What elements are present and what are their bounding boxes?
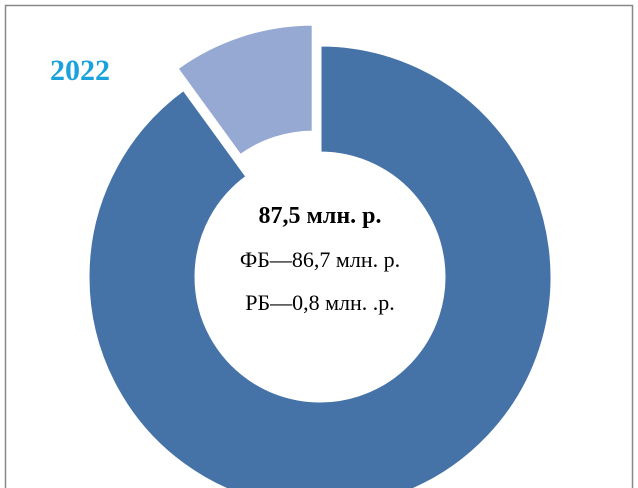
center-line: РБ—0,8 млн. .р. [245,290,395,315]
donut [86,22,554,488]
donut-slice [174,22,315,158]
donut-slice [86,43,554,488]
chart-title: 2022 [50,54,110,87]
center-total: 87,5 млн. р. [259,203,382,229]
center-line: ФБ—86,7 млн. р. [240,247,400,272]
